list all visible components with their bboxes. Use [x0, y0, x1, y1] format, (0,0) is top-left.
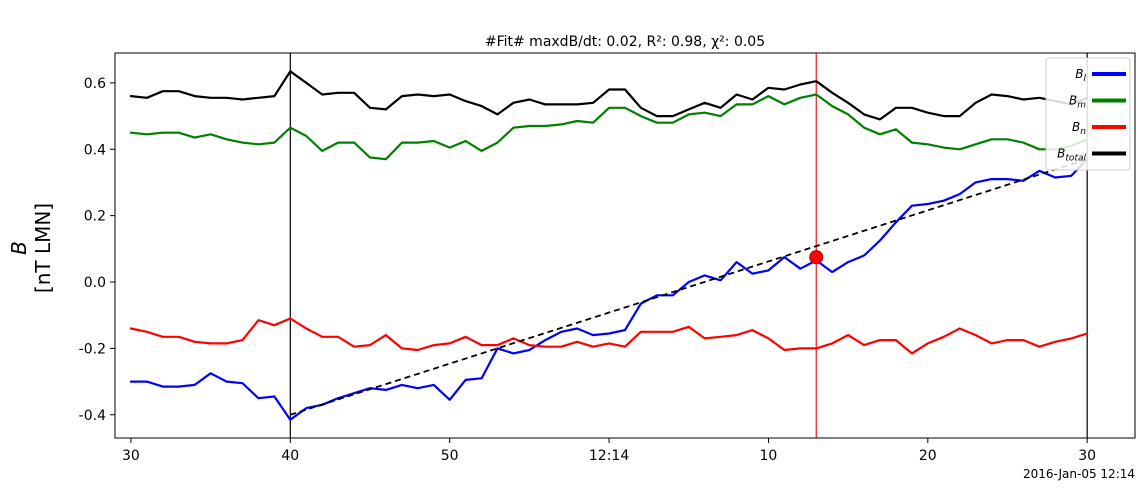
legend-entry-b-total: Btotal — [1057, 147, 1126, 164]
y-axis-label: B [nT LMN] — [7, 203, 55, 293]
x-tick-label: 30 — [122, 448, 140, 464]
x-tick-label: 12:14 — [589, 448, 629, 464]
legend-label: Btotal — [1057, 147, 1086, 164]
y-tick-label: 0.4 — [84, 142, 106, 158]
y-tick-label: -0.2 — [79, 341, 106, 357]
y-tick-label: -0.4 — [79, 408, 106, 424]
series-line-b-n — [129, 317, 1089, 355]
legend-label: Bl — [1075, 67, 1086, 84]
legend-entry-b-m: Bm — [1069, 94, 1126, 111]
y-tick-label: 0.2 — [84, 209, 106, 225]
legend-box — [1045, 57, 1131, 171]
x-tick-label: 10 — [760, 448, 778, 464]
axes-frame — [114, 52, 1136, 439]
x-tick-label: 30 — [1078, 448, 1096, 464]
y-axis-label-symbol: B — [7, 241, 31, 255]
fit-marker-point — [809, 250, 824, 265]
legend-label: Bm — [1069, 94, 1086, 111]
x-tick-label: 50 — [441, 448, 459, 464]
series-line-b-total — [129, 70, 1089, 121]
y-tick-label: 0.6 — [84, 76, 106, 92]
legend-label: Bn — [1072, 120, 1086, 137]
fit-line — [290, 158, 1088, 416]
axes: -0.4 -0.2 0.0 0.2 0.4 0.6 30 40 50 12:14 10 20 30 — [79, 52, 1136, 464]
chart-title: #Fit# maxdB/dt: 0.02, R²: 0.98, χ²: 0.05 — [485, 34, 765, 50]
y-tick-label: 0.0 — [84, 275, 106, 291]
plot-content — [129, 53, 1089, 438]
legend-entry-b-l: Bl — [1075, 67, 1126, 84]
plot-area — [129, 53, 1089, 438]
legend: Bl Bm Bn Btotal — [1045, 57, 1131, 171]
y-axis-label-units: [nT LMN] — [31, 203, 55, 293]
series-line-b-m — [129, 93, 1089, 161]
x-tick-label: 40 — [281, 448, 299, 464]
series-line-b-l — [129, 158, 1089, 421]
x-tick-label: 20 — [919, 448, 937, 464]
legend-entry-b-n: Bn — [1072, 120, 1126, 137]
date-label: 2016-Jan-05 12:14 — [1023, 467, 1135, 481]
